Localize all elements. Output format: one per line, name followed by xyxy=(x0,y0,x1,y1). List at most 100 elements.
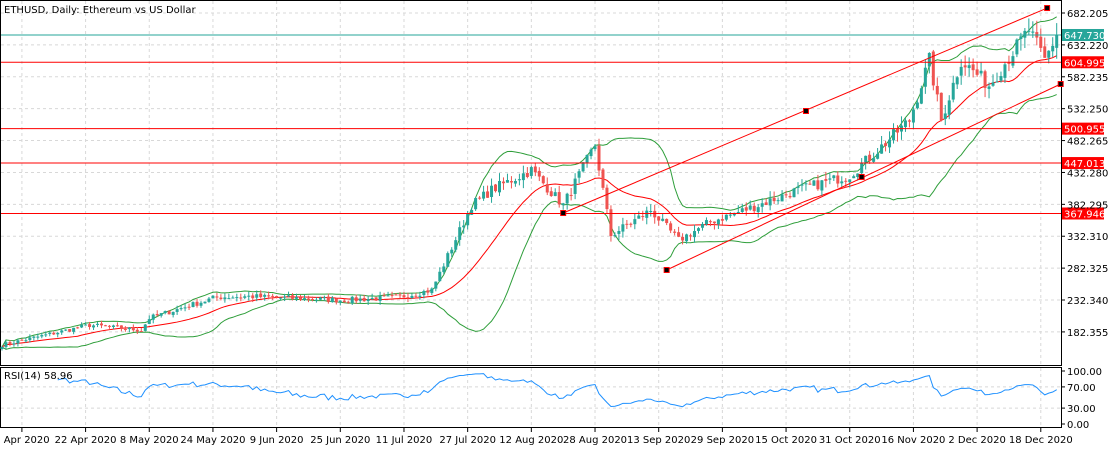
candle-body xyxy=(792,188,796,198)
candle-body xyxy=(92,325,96,328)
candle-body xyxy=(955,77,959,85)
candle-body xyxy=(247,295,251,297)
candle-body xyxy=(911,109,915,123)
candle-body xyxy=(525,173,529,178)
price-level-tag xyxy=(1062,28,1104,41)
candle-body xyxy=(1047,50,1051,58)
candle-body xyxy=(860,163,864,174)
price-tick-label: 282.325 xyxy=(1067,264,1108,275)
candle-body xyxy=(987,86,991,89)
candle-body xyxy=(243,296,247,298)
candle-body xyxy=(314,299,318,301)
price-tick-label: 682.205 xyxy=(1067,9,1108,20)
candle-body xyxy=(812,180,816,186)
candle-body xyxy=(414,295,418,297)
candle-body xyxy=(458,227,462,240)
candle-body xyxy=(808,183,812,185)
candle-body xyxy=(553,192,557,197)
candle-body xyxy=(382,295,386,297)
candle-body xyxy=(824,179,828,181)
candle-body xyxy=(601,169,605,188)
date-label: 6 Apr 2020 xyxy=(0,435,50,446)
candle-body xyxy=(585,154,589,164)
candle-body xyxy=(263,294,267,297)
candle-body xyxy=(884,143,888,146)
candle-body xyxy=(700,223,704,228)
candle-body xyxy=(923,67,927,87)
price-level-label: 447.013 xyxy=(1064,159,1105,170)
candle-body xyxy=(52,332,56,335)
candle-body xyxy=(442,266,446,273)
price-level-tag xyxy=(1062,157,1104,170)
candle-body xyxy=(728,214,732,216)
candle-body xyxy=(1007,62,1011,64)
candle-body xyxy=(0,346,4,349)
candle-body xyxy=(374,297,378,301)
candle-body xyxy=(716,219,720,225)
candle-body xyxy=(840,181,844,184)
candle-body xyxy=(756,207,760,212)
rsi-line xyxy=(57,373,1057,408)
candle-body xyxy=(462,225,466,228)
candle-body xyxy=(1031,31,1035,33)
candle-body xyxy=(665,218,669,224)
candle-body xyxy=(283,296,287,298)
price-tick-label: 332.310 xyxy=(1067,232,1108,243)
candle-body xyxy=(410,295,414,299)
candle-body xyxy=(975,69,979,75)
candle-body xyxy=(48,332,52,334)
date-label: 28 Aug 2020 xyxy=(563,435,627,446)
candle-body xyxy=(521,173,525,181)
candle-body xyxy=(155,314,159,316)
candle-body xyxy=(788,196,792,198)
candle-body xyxy=(498,180,501,193)
candle-body xyxy=(593,146,597,150)
candle-body xyxy=(915,102,919,109)
date-label: 13 Sep 2020 xyxy=(627,435,690,446)
candle-body xyxy=(864,155,868,163)
candle-body xyxy=(872,158,876,162)
candle-body xyxy=(903,120,907,128)
date-label: 22 Apr 2020 xyxy=(55,435,117,446)
candle-body xyxy=(123,328,127,330)
trendline-anchor-point xyxy=(858,173,865,180)
candle-body xyxy=(768,198,772,206)
candle-body xyxy=(287,295,291,297)
candle-body xyxy=(625,223,629,225)
candle-body xyxy=(509,181,513,183)
price-tick-label: 432.280 xyxy=(1067,168,1108,179)
candle-body xyxy=(100,323,103,326)
candle-body xyxy=(541,176,545,184)
candle-body xyxy=(394,294,398,296)
trendline-anchor-point xyxy=(1044,5,1051,12)
candle-body xyxy=(350,296,354,304)
candle-body xyxy=(72,327,76,332)
candle-body xyxy=(295,297,299,299)
candle-body xyxy=(597,145,601,171)
candle-body xyxy=(708,221,712,223)
candle-body xyxy=(573,178,577,194)
candle-body xyxy=(704,220,708,225)
candle-body xyxy=(641,216,645,218)
candle-body xyxy=(275,296,279,298)
candle-body xyxy=(772,197,776,202)
candle-body xyxy=(852,176,856,179)
price-level-tag xyxy=(1062,56,1104,69)
candle-body xyxy=(227,298,231,300)
candle-body xyxy=(804,183,808,185)
date-label: 29 Sep 2020 xyxy=(691,435,754,446)
candle-body xyxy=(159,313,163,316)
price-tick-label: 182.355 xyxy=(1067,328,1108,339)
candle-body xyxy=(736,212,740,214)
candle-body xyxy=(402,295,406,298)
candle-body xyxy=(219,297,223,299)
candle-body xyxy=(816,180,820,190)
trendline-anchor-point xyxy=(1057,81,1064,88)
candle-body xyxy=(215,296,219,298)
candle-body xyxy=(127,327,131,330)
candle-body xyxy=(386,295,390,297)
candle-body xyxy=(259,293,263,298)
candle-body xyxy=(1039,36,1043,48)
candle-body xyxy=(677,232,681,237)
